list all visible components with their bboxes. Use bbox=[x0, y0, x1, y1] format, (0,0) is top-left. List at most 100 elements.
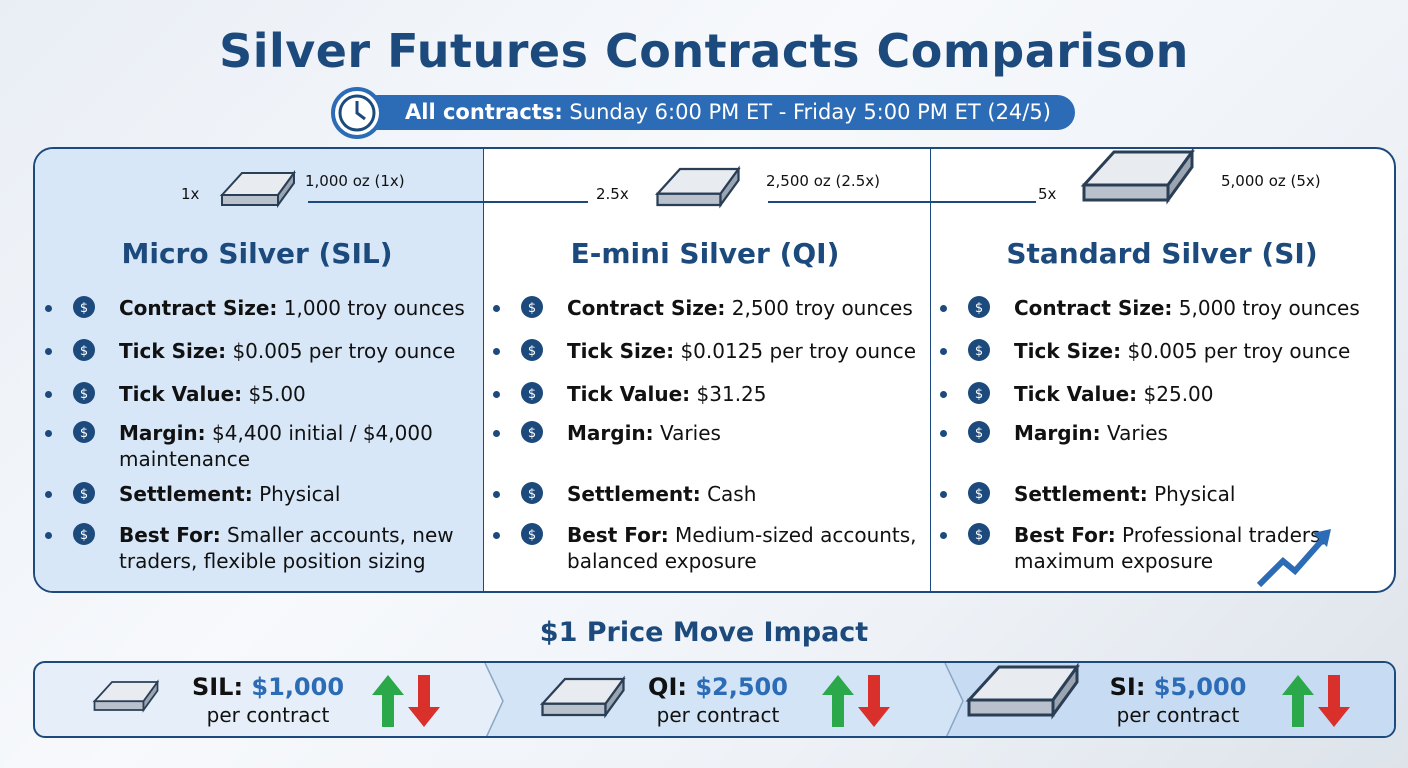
spec-value: 1,000 troy ounces bbox=[277, 296, 465, 320]
spec-value: Professional traders, maximum exposure bbox=[1014, 523, 1327, 573]
svg-text:$: $ bbox=[975, 387, 983, 402]
spec-value: $25.00 bbox=[1137, 382, 1214, 406]
spec-label: Contract Size: bbox=[119, 296, 278, 320]
svg-text:$: $ bbox=[80, 487, 88, 502]
svg-text:$: $ bbox=[975, 301, 983, 316]
spec-label: Tick Value: bbox=[1014, 382, 1138, 406]
bullet bbox=[45, 348, 52, 355]
spec-label: Tick Size: bbox=[119, 339, 227, 363]
truck-icon: $ bbox=[964, 479, 998, 509]
svg-text:$: $ bbox=[80, 387, 88, 402]
impact-amount: QI: $2,500 per contract bbox=[633, 673, 803, 729]
svg-text:$: $ bbox=[80, 301, 88, 316]
bullet bbox=[940, 305, 947, 312]
amount-value: $5,000 bbox=[1145, 673, 1247, 701]
truck-icon: $ bbox=[69, 479, 103, 509]
column-standard bbox=[930, 149, 1394, 591]
impact-amount: SI: $5,000 per contract bbox=[1093, 673, 1263, 729]
bullet bbox=[940, 491, 947, 498]
silver-bar-icon bbox=[653, 160, 743, 214]
spec-value: 2,500 troy ounces bbox=[725, 296, 913, 320]
bullet bbox=[493, 305, 500, 312]
spec-label: Tick Size: bbox=[1014, 339, 1122, 363]
bullet bbox=[493, 491, 500, 498]
bullet bbox=[45, 305, 52, 312]
impact-title: $1 Price Move Impact bbox=[539, 617, 869, 648]
bullet bbox=[940, 430, 947, 437]
bullet bbox=[493, 391, 500, 398]
bullet bbox=[45, 491, 52, 498]
bullet bbox=[493, 532, 500, 539]
bullet bbox=[45, 391, 52, 398]
silver-bar-icon bbox=[218, 165, 298, 213]
bullet bbox=[940, 348, 947, 355]
multiplier-label: 5x bbox=[1038, 185, 1057, 203]
spec-label: Best For: bbox=[1014, 523, 1116, 547]
svg-text:$: $ bbox=[975, 487, 983, 502]
bullet bbox=[493, 430, 500, 437]
size-label: 2,500 oz (2.5x) bbox=[766, 172, 880, 190]
trading-hours-banner: All contracts: Sunday 6:00 PM ET - Frida… bbox=[360, 95, 1075, 130]
amount-unit: per contract bbox=[206, 703, 330, 727]
size-label: 1,000 oz (1x) bbox=[305, 172, 405, 190]
svg-text:$: $ bbox=[528, 301, 536, 316]
up-down-arrows-icon bbox=[368, 673, 448, 733]
spec-label: Tick Value: bbox=[119, 382, 243, 406]
spec-label: Contract Size: bbox=[1014, 296, 1173, 320]
weight-icon: $ bbox=[517, 293, 551, 323]
svg-text:$: $ bbox=[528, 528, 536, 543]
scale-line bbox=[768, 201, 1036, 203]
spec-value: Varies bbox=[653, 421, 721, 445]
bullet bbox=[940, 391, 947, 398]
spec-label: Tick Value: bbox=[567, 382, 691, 406]
silver-bar-icon bbox=[538, 670, 628, 724]
question-dollar-icon: $ bbox=[517, 418, 551, 448]
svg-text:$: $ bbox=[528, 426, 536, 441]
bank-lock-icon: $ bbox=[69, 418, 103, 448]
spec-value: $0.0125 per troy ounce bbox=[674, 339, 917, 363]
clock-icon bbox=[331, 87, 383, 139]
spec-label: Margin: bbox=[567, 421, 654, 445]
up-down-arrows-icon bbox=[818, 673, 898, 733]
spec-label: Margin: bbox=[1014, 421, 1101, 445]
spec-label: Margin: bbox=[119, 421, 206, 445]
dollar-arrow-icon: $ bbox=[517, 379, 551, 409]
spec-value: $0.005 per troy ounce bbox=[226, 339, 456, 363]
svg-text:$: $ bbox=[975, 426, 983, 441]
svg-text:$: $ bbox=[80, 426, 88, 441]
spec-value: Cash bbox=[700, 482, 757, 506]
svg-text:$: $ bbox=[80, 528, 88, 543]
column-micro bbox=[35, 149, 483, 591]
svg-text:$: $ bbox=[80, 344, 88, 359]
trend-arrow-icon bbox=[1255, 525, 1335, 594]
silver-bar-icon bbox=[1078, 140, 1198, 210]
weight-icon: $ bbox=[69, 293, 103, 323]
amount-unit: per contract bbox=[656, 703, 780, 727]
bullet bbox=[493, 348, 500, 355]
amount-value: $2,500 bbox=[686, 673, 788, 701]
spec-value: Physical bbox=[252, 482, 341, 506]
person-icon: $ bbox=[69, 520, 103, 550]
contract-name: Standard Silver (SI) bbox=[1006, 237, 1318, 270]
magnifier-dollar-icon: $ bbox=[517, 336, 551, 366]
bullet bbox=[940, 532, 947, 539]
multiplier-label: 1x bbox=[181, 185, 200, 203]
spec-label: Settlement: bbox=[567, 482, 701, 506]
silver-bar-icon bbox=[91, 675, 161, 718]
spec-value: Physical bbox=[1147, 482, 1236, 506]
svg-text:$: $ bbox=[975, 528, 983, 543]
scale-line bbox=[308, 201, 588, 203]
spec-label: Best For: bbox=[119, 523, 221, 547]
spec-label: Best For: bbox=[567, 523, 669, 547]
hours-label: All contracts: bbox=[405, 100, 563, 124]
magnifier-dollar-icon: $ bbox=[69, 336, 103, 366]
bullet bbox=[45, 532, 52, 539]
question-dollar-icon: $ bbox=[964, 418, 998, 448]
magnifier-dollar-icon: $ bbox=[964, 336, 998, 366]
contract-code: SI: bbox=[1109, 673, 1146, 701]
dollar-arrow-icon: $ bbox=[964, 379, 998, 409]
comparison-panel bbox=[33, 147, 1396, 593]
spec-value: $31.25 bbox=[690, 382, 767, 406]
silver-bar-icon bbox=[963, 655, 1083, 725]
weight-icon: $ bbox=[964, 293, 998, 323]
